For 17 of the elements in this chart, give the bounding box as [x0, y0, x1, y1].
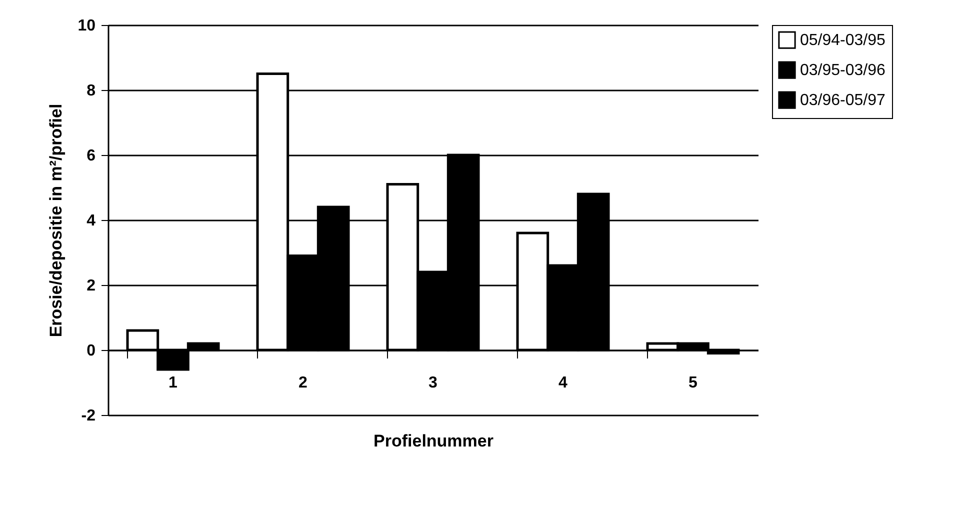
x-tick-label: 4 [558, 374, 568, 392]
y-tick-label: 6 [86, 148, 96, 164]
y-tick-label: 0 [86, 342, 96, 360]
y-tick-label: 4 [86, 212, 96, 230]
x-tick-label: 2 [298, 374, 308, 392]
y-tick-label: 8 [86, 82, 96, 100]
y-tick-label: 2 [86, 278, 96, 294]
x-tick-label: 1 [168, 374, 178, 392]
y-axis-title: Erosie/depositie in m²/profiel [46, 104, 66, 338]
y-tick-label: 10 [78, 18, 96, 34]
x-axis-title: Profielnummer [374, 432, 494, 450]
legend-label: 03/96-05/97 [800, 92, 886, 109]
x-tick-label: 3 [428, 374, 438, 392]
x-tick-label: 5 [688, 374, 698, 392]
y-tick-label: -2 [81, 408, 96, 424]
legend-label: 03/95-03/96 [800, 62, 886, 79]
legend-label: 05/94-03/95 [800, 32, 886, 49]
